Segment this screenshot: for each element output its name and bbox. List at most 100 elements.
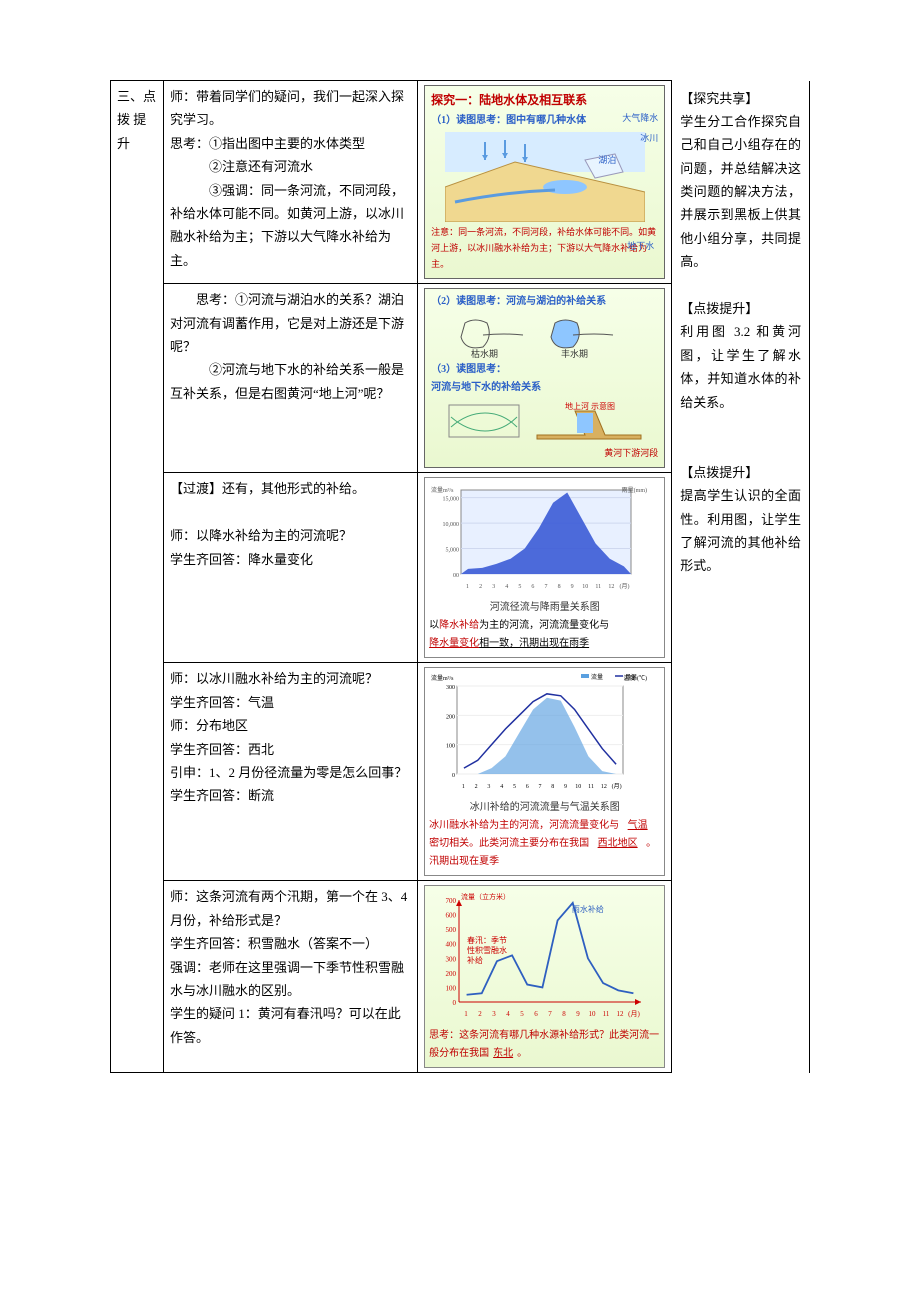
svg-text:7: 7	[548, 1010, 552, 1018]
svg-text:9: 9	[571, 584, 574, 590]
svg-text:4: 4	[500, 784, 503, 790]
svg-text:2: 2	[479, 584, 482, 590]
svg-text:10: 10	[575, 784, 581, 790]
svg-text:1: 1	[466, 584, 469, 590]
slide2-lakes: 枯水期 丰水期	[445, 313, 645, 359]
chart5-box: 0100200300400500600700123456789101112(月)…	[424, 885, 665, 1068]
svg-text:200: 200	[446, 970, 457, 978]
svg-text:100: 100	[446, 744, 455, 750]
ice-label: 冰川	[640, 130, 658, 146]
svg-text:流量m³/s: 流量m³/s	[431, 674, 454, 682]
chart4-svg: 0100200300123456789101112(月)流量m³/s温度 (℃)…	[429, 672, 649, 792]
t3-p3: 师：以降水补给为主的河流呢？	[170, 524, 411, 547]
chart3-line1: 以降水补给为主的河流，河流流量变化与	[429, 617, 660, 635]
svg-text:8: 8	[558, 584, 561, 590]
svg-text:0: 0	[452, 773, 455, 779]
note-n1: 学生分工合作探究自己和自己小组存在的问题，并总结解决这类问题的解决方法，并展示到…	[680, 110, 801, 274]
t3-p1: 【过渡】还有，其他形式的补给。	[170, 477, 411, 500]
chart3-box: 005,00010,00015,000123456789101112(月)流量m…	[424, 477, 665, 658]
slide2-box: （2）读图思考：河流与湖泊的补给关系 枯水期 丰水期 （3）读图思考： 河流与地…	[424, 288, 665, 468]
svg-text:5,000: 5,000	[446, 548, 460, 554]
svg-text:7: 7	[539, 784, 542, 790]
slide1-note: 注意：同一条河流，不同河段，补给水体可能不同。如黄河上游，以冰川融水补给为主；下…	[431, 224, 658, 273]
svg-text:300: 300	[446, 685, 455, 691]
teacher-text-1: 师：带着同学们的疑问，我们一起深入探究学习。 思考：①指出图中主要的水体类型 ②…	[163, 81, 417, 284]
t2-p2: ②河流与地下水的补给关系一般是互补关系，但是右图黄河“地上河”呢？	[170, 358, 411, 405]
svg-text:4: 4	[506, 1010, 510, 1018]
svg-text:8: 8	[551, 784, 554, 790]
chart-3: 005,00010,00015,000123456789101112(月)流量m…	[418, 473, 672, 663]
chart5-svg: 0100200300400500600700123456789101112(月)…	[429, 890, 649, 1020]
svg-text:12: 12	[601, 784, 607, 790]
svg-text:9: 9	[576, 1010, 580, 1018]
chart3-line2: 降水量变化相一致，汛期出现在雨季	[429, 635, 660, 653]
svg-text:补给: 补给	[467, 956, 483, 966]
t5-p2: 学生齐回答：积雪融水（答案不一）	[170, 932, 411, 955]
svg-text:3: 3	[492, 584, 495, 590]
chart5-think: 思考：这条河流有哪几种水源补给形式？此类河流一般分布在我国东北。	[429, 1027, 660, 1063]
rain-label: 大气降水	[622, 110, 658, 126]
chart4-box: 0100200300123456789101112(月)流量m³/s温度 (℃)…	[424, 667, 665, 876]
svg-text:600: 600	[446, 912, 457, 920]
chart3-svg: 005,00010,00015,000123456789101112(月)流量m…	[429, 482, 649, 592]
svg-text:5: 5	[518, 584, 521, 590]
lake-label: 湖泊	[598, 152, 616, 168]
teacher-text-3: 【过渡】还有，其他形式的补给。 师：以降水补给为主的河流呢？ 学生齐回答：降水量…	[163, 473, 417, 663]
svg-text:0: 0	[453, 999, 457, 1007]
t5-p4: 学生的疑问 1：黄河有春汛吗？可以在此作答。	[170, 1002, 411, 1049]
svg-text:6: 6	[532, 584, 535, 590]
t1-p1: 师：带着同学们的疑问，我们一起深入探究学习。	[170, 85, 411, 132]
t4-p2: 学生齐回答：气温	[170, 691, 411, 714]
note-h2: 【点拨提升】	[680, 297, 801, 320]
t4-p1: 师：以冰川融水补给为主的河流呢？	[170, 667, 411, 690]
svg-text:丰水期: 丰水期	[561, 348, 588, 359]
slide2-ground: 地上河 示意图	[445, 399, 645, 443]
svg-text:2: 2	[475, 784, 478, 790]
t3-p4: 学生齐回答：降水量变化	[170, 548, 411, 571]
chart-5: 0100200300400500600700123456789101112(月)…	[418, 881, 672, 1073]
svg-text:9: 9	[564, 784, 567, 790]
svg-text:7: 7	[545, 584, 548, 590]
svg-text:地上河 示意图: 地上河 示意图	[565, 401, 615, 411]
svg-text:3: 3	[488, 784, 491, 790]
slide1-diagram	[445, 132, 645, 222]
svg-text:12: 12	[617, 1010, 625, 1018]
chart-4: 0100200300123456789101112(月)流量m³/s温度 (℃)…	[418, 663, 672, 881]
svg-text:11: 11	[603, 1010, 610, 1018]
section-label: 三、点拨 提升	[111, 81, 164, 1073]
chart4-caption: 冰川补给的河流流量与气温关系图	[429, 799, 660, 817]
svg-text:500: 500	[446, 926, 457, 934]
section-label-text: 三、点拨 提升	[117, 89, 156, 151]
svg-text:流量（立方米）: 流量（立方米）	[461, 892, 510, 901]
slide1-box: 探究一：陆地水体及相互联系 （1）读图思考：图中有哪几种水体 大气降水 冰川 湖…	[424, 85, 665, 279]
svg-text:10: 10	[589, 1010, 597, 1018]
slide2-q3b: 河流与地下水的补给关系	[431, 379, 658, 397]
svg-text:100: 100	[446, 985, 457, 993]
svg-text:6: 6	[534, 1010, 538, 1018]
svg-text:雨水补给: 雨水补给	[572, 904, 604, 914]
svg-text:00: 00	[453, 573, 459, 579]
teacher-text-4: 师：以冰川融水补给为主的河流呢？ 学生齐回答：气温 师：分布地区 学生齐回答：西…	[163, 663, 417, 881]
t1-p3: ②注意还有河流水	[170, 155, 411, 178]
svg-text:15,000: 15,000	[443, 497, 460, 503]
svg-text:12: 12	[609, 584, 615, 590]
svg-text:10: 10	[582, 584, 588, 590]
t5-p1: 师：这条河流有两个汛期，第一个在 3、4 月份，补给形式是？	[170, 885, 411, 932]
svg-text:11: 11	[588, 784, 594, 790]
t1-p4: ③强调：同一条河流，不同河段，补给水体可能不同。如黄河上游，以冰川融水补给为主；…	[170, 179, 411, 273]
slide-1: 探究一：陆地水体及相互联系 （1）读图思考：图中有哪几种水体 大气降水 冰川 湖…	[418, 81, 672, 284]
t4-p3: 师：分布地区	[170, 714, 411, 737]
gw-label: 地下水	[627, 238, 654, 254]
svg-text:性积雪融水: 性积雪融水	[467, 945, 507, 955]
svg-text:8: 8	[562, 1010, 566, 1018]
svg-text:3: 3	[492, 1010, 496, 1018]
note-h3: 【点拨提升】	[680, 461, 801, 484]
slide1-title: 探究一：陆地水体及相互联系	[431, 90, 658, 112]
svg-text:11: 11	[596, 584, 602, 590]
svg-text:流量: 流量	[591, 673, 603, 681]
svg-text:流量m³/s: 流量m³/s	[431, 486, 454, 494]
note-h1: 【探究共享】	[680, 87, 801, 110]
svg-text:400: 400	[446, 941, 457, 949]
t4-p5: 引申：1、2 月份径流量为零是怎么回事？	[170, 761, 411, 784]
svg-text:1: 1	[464, 1010, 468, 1018]
